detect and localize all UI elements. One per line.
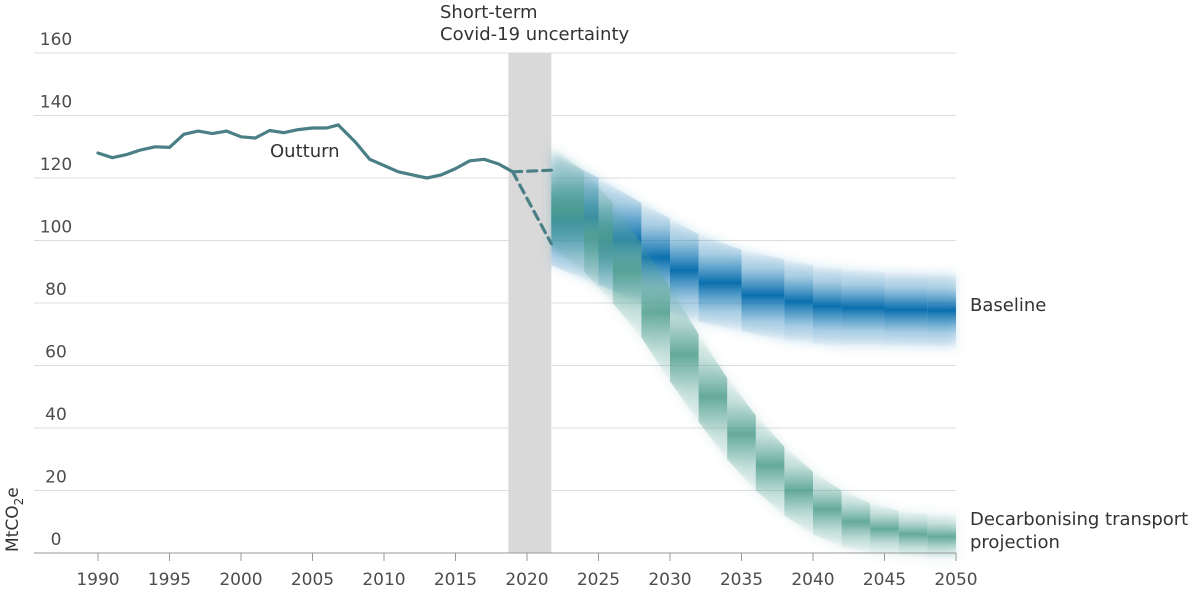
decarbonising-band-segment xyxy=(813,471,842,547)
x-tick-label-1990: 1990 xyxy=(76,570,119,590)
x-tick-label-2020: 2020 xyxy=(505,570,548,590)
y-tick-label-160: 160 xyxy=(40,30,72,50)
y-tick-label-120: 120 xyxy=(40,155,72,175)
decarbonising-label-line2: projection xyxy=(970,532,1060,553)
y-tick-label-0: 0 xyxy=(51,530,62,550)
y-tick-label-60: 60 xyxy=(45,343,67,363)
x-tick-label-2035: 2035 xyxy=(720,570,763,590)
covid-band xyxy=(508,53,552,553)
covid-uncertainty-band xyxy=(508,53,552,553)
decarbonising-band-segment xyxy=(727,378,756,491)
y-tick-label-20: 20 xyxy=(45,468,67,488)
baseline-band-segment xyxy=(841,268,885,347)
decarbonising-band-segment xyxy=(584,171,613,303)
decarbonising-band-segment xyxy=(612,203,642,338)
baseline-band-segment xyxy=(927,272,956,349)
baseline-band-segment xyxy=(670,218,699,322)
y-tick-label-140: 140 xyxy=(40,93,72,113)
baseline-band-segment xyxy=(813,265,842,347)
y-axis-label-suffix: e xyxy=(3,487,23,497)
baseline-band-segment xyxy=(698,234,742,332)
decarbonising-band-segment xyxy=(755,415,785,516)
x-tick-label-2000: 2000 xyxy=(219,570,262,590)
projection-areas xyxy=(551,146,956,560)
y-axis-label-main: MtCO xyxy=(3,505,23,552)
x-tick-label-2050: 2050 xyxy=(934,570,977,590)
x-tick-label-2040: 2040 xyxy=(791,570,834,590)
grid-lines xyxy=(34,52,956,554)
decarbonising-band-segment xyxy=(927,513,956,560)
x-tick-label-2005: 2005 xyxy=(291,570,334,590)
x-tick-label-2010: 2010 xyxy=(362,570,405,590)
short-term-dashed-line-1 xyxy=(511,168,553,174)
x-tick-label-1995: 1995 xyxy=(148,570,191,590)
baseline-band-segment xyxy=(741,249,785,341)
decarbonising-band-segment xyxy=(870,503,899,555)
covid-band-label-line2: Covid-19 uncertainty xyxy=(440,24,630,45)
baseline-band-segment xyxy=(784,259,813,344)
x-tick-label-2030: 2030 xyxy=(648,570,691,590)
decarbonising-label-line1: Decarbonising transport xyxy=(970,509,1188,530)
x-tick-label-2025: 2025 xyxy=(577,570,620,590)
covid-band-label-line1: Short-term xyxy=(440,2,538,23)
x-tick-label-2045: 2045 xyxy=(863,570,906,590)
decarbonising-band-segment xyxy=(551,146,585,272)
decarbonising-band-segment xyxy=(841,490,871,553)
y-tick-label-40: 40 xyxy=(45,405,67,425)
decarbonising-band-segment xyxy=(784,446,813,535)
decarbonising-band-segment xyxy=(641,243,670,382)
baseline-label: Baseline xyxy=(970,295,1046,316)
series-lines xyxy=(96,123,553,246)
y-tick-label-80: 80 xyxy=(45,280,67,300)
decarbonising-band-segment xyxy=(898,510,928,558)
y-axis-label: MtCO2e xyxy=(3,487,26,552)
baseline-band-segment xyxy=(884,271,928,348)
decarbonising-band-segment xyxy=(670,287,699,422)
outturn-label: Outturn xyxy=(270,141,340,162)
x-tick-label-2015: 2015 xyxy=(434,570,477,590)
y-axis-label-subscript: 2 xyxy=(12,498,26,506)
short-term-dashed-line-2 xyxy=(511,170,553,246)
outturn-line xyxy=(96,123,515,180)
y-tick-label-100: 100 xyxy=(40,218,72,238)
decarbonising-band-segment xyxy=(698,334,728,460)
